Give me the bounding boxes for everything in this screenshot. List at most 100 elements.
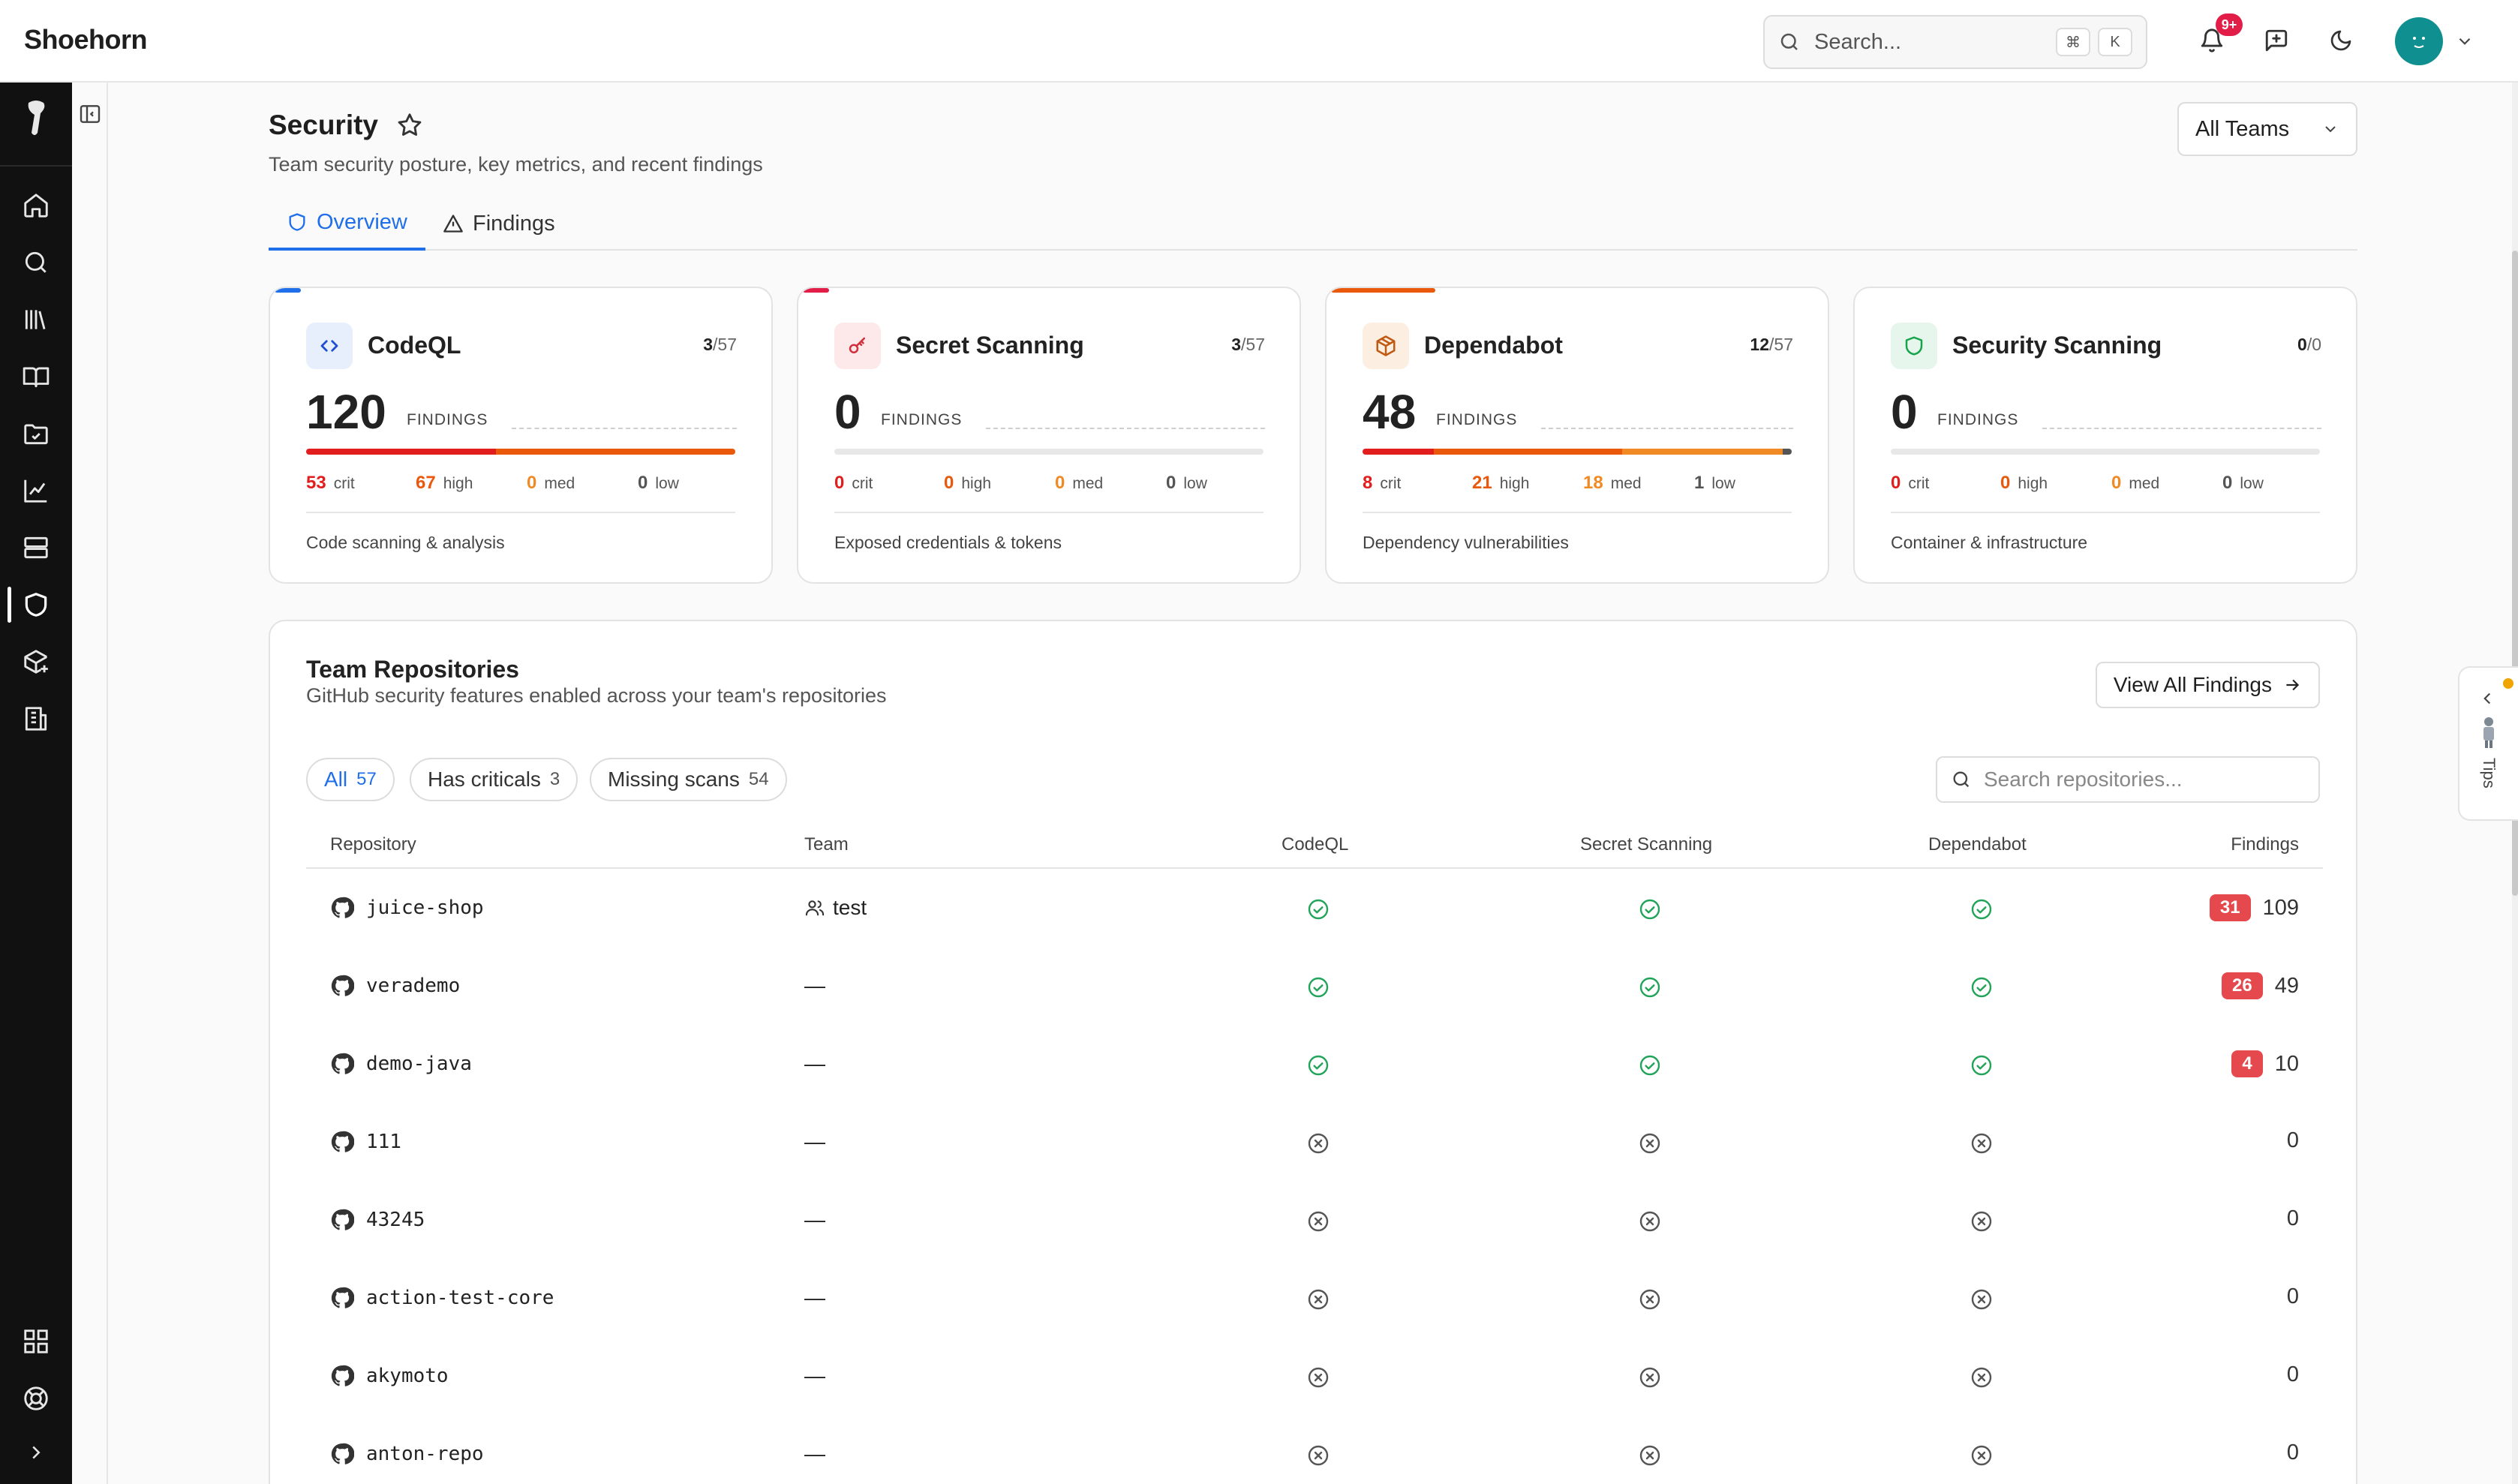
table-row[interactable]: verademo — 26 49 xyxy=(306,948,2323,1026)
team-name: test xyxy=(833,896,867,919)
repo-name-cell[interactable]: 43245 xyxy=(330,1208,425,1232)
total-findings: 0 xyxy=(2286,1440,2299,1464)
critical-count-badge: 4 xyxy=(2231,1050,2263,1077)
logo-icon[interactable] xyxy=(14,96,59,141)
search-icon[interactable] xyxy=(18,245,54,281)
column-header[interactable]: Team xyxy=(804,834,849,855)
column-header[interactable]: CodeQL xyxy=(1282,834,1349,855)
search-icon xyxy=(1951,769,1972,790)
severity-count: 21 xyxy=(1472,473,1492,493)
chip-count: 57 xyxy=(356,769,377,789)
star-icon[interactable] xyxy=(395,111,424,140)
check-circle-icon xyxy=(1638,897,1662,921)
building-icon[interactable] xyxy=(18,701,54,737)
shield-icon[interactable] xyxy=(18,587,54,623)
severity-bar xyxy=(1891,449,2320,455)
search-placeholder: Search repositories... xyxy=(1984,768,2183,791)
github-icon xyxy=(330,1208,354,1232)
findings-cell[interactable]: 0 xyxy=(2287,1440,2299,1465)
team-select[interactable]: All Teams xyxy=(2177,102,2357,156)
tab-findings[interactable]: Findings xyxy=(425,197,573,251)
x-circle-icon xyxy=(1970,1287,1994,1311)
repo-name-cell[interactable]: anton-repo xyxy=(330,1442,484,1466)
x-circle-icon xyxy=(1306,1131,1330,1155)
home-icon[interactable] xyxy=(18,188,54,224)
coverage-accent xyxy=(275,288,301,293)
server-icon[interactable] xyxy=(18,530,54,566)
tab-overview[interactable]: Overview xyxy=(269,197,425,251)
tips-panel-tab[interactable]: Tips xyxy=(2458,666,2518,821)
filter-chip-has-criticals[interactable]: Has criticals 3 xyxy=(410,758,578,801)
shortcut-k: K xyxy=(2098,28,2132,56)
severity-low: 0 low xyxy=(2222,473,2264,494)
feedback-icon[interactable] xyxy=(2258,23,2294,59)
repo-name-cell[interactable]: verademo xyxy=(330,974,460,998)
severity-count: 0 xyxy=(1055,473,1065,493)
findings-cell[interactable]: 0 xyxy=(2287,1128,2299,1153)
repo-name-cell[interactable]: 111 xyxy=(330,1130,401,1154)
mascot-icon xyxy=(2479,716,2498,750)
findings-cell[interactable]: 0 xyxy=(2287,1206,2299,1231)
chart-icon[interactable] xyxy=(18,473,54,509)
library-icon[interactable] xyxy=(18,302,54,338)
scanner-name: Security Scanning xyxy=(1952,332,2162,359)
scanner-name: Dependabot xyxy=(1424,332,1563,359)
repo-name: juice-shop xyxy=(366,897,484,919)
coverage-total: /57 xyxy=(1241,335,1265,354)
bell-icon[interactable] xyxy=(2194,23,2230,59)
column-header[interactable]: Dependabot xyxy=(1928,834,2027,855)
x-circle-icon xyxy=(1638,1287,1662,1311)
global-search[interactable]: Search... ⌘ K xyxy=(1763,15,2147,69)
findings-cell[interactable]: 31 109 xyxy=(2209,894,2299,921)
table-row[interactable]: action-test-core — 0 xyxy=(306,1260,2323,1338)
table-row[interactable]: anton-repo — 0 xyxy=(306,1416,2323,1484)
table-row[interactable]: akymoto — 0 xyxy=(306,1338,2323,1416)
table-row[interactable]: 43245 — 0 xyxy=(306,1182,2323,1260)
repo-name-cell[interactable]: demo-java xyxy=(330,1052,472,1076)
team-name: — xyxy=(804,1052,825,1075)
findings-cell[interactable]: 4 10 xyxy=(2231,1050,2299,1077)
secret-scanning-card[interactable]: Secret Scanning 3/57 0 FINDINGS 0 crit 0 high 0 m… xyxy=(797,287,1301,584)
repo-search-input[interactable]: Search repositories... xyxy=(1936,756,2320,803)
search-placeholder: Search... xyxy=(1814,29,1902,54)
findings-cell[interactable]: 0 xyxy=(2287,1362,2299,1387)
sparkline-placeholder xyxy=(2042,428,2321,429)
sidebar-toggle-icon[interactable] xyxy=(78,102,102,126)
chevron-down-icon[interactable] xyxy=(2455,32,2474,51)
filter-chip-all[interactable]: All 57 xyxy=(306,758,395,801)
view-all-findings-button[interactable]: View All Findings xyxy=(2095,662,2320,708)
expand-icon[interactable] xyxy=(18,1434,54,1470)
avatar[interactable] xyxy=(2395,17,2443,65)
findings-cell[interactable]: 0 xyxy=(2287,1284,2299,1309)
codeql-card[interactable]: CodeQL 3/57 120 FINDINGS 53 crit 67 high 0 med 0 lo… xyxy=(269,287,773,584)
repo-name-cell[interactable]: juice-shop xyxy=(330,896,484,920)
book-icon[interactable] xyxy=(18,359,54,395)
team-cell[interactable]: test xyxy=(804,896,867,920)
coverage-count: 12 xyxy=(1750,335,1770,354)
app-name[interactable]: Shoehorn xyxy=(24,24,148,55)
table-row[interactable]: juice-shop test 31 109 xyxy=(306,870,2323,948)
table-row[interactable]: demo-java — 4 10 xyxy=(306,1026,2323,1104)
findings-cell[interactable]: 26 49 xyxy=(2222,972,2299,999)
findings-count: 120 xyxy=(306,385,386,439)
column-header[interactable]: Repository xyxy=(330,834,416,855)
warning-icon xyxy=(443,213,464,234)
help-icon[interactable] xyxy=(18,1380,54,1416)
security-scanning-card[interactable]: Security Scanning 0/0 0 FINDINGS 0 crit 0 high 0… xyxy=(1853,287,2357,584)
dependabot-card[interactable]: Dependabot 12/57 48 FINDINGS 8 crit 21 high 18 me… xyxy=(1325,287,1829,584)
repo-name-cell[interactable]: akymoto xyxy=(330,1364,449,1388)
severity-label: med xyxy=(1072,475,1104,492)
scrollbar-thumb[interactable] xyxy=(2512,251,2518,896)
table-row[interactable]: 111 — 0 xyxy=(306,1104,2323,1182)
grid-icon[interactable] xyxy=(18,1323,54,1359)
column-header[interactable]: Findings xyxy=(2231,834,2299,855)
repo-name-cell[interactable]: action-test-core xyxy=(330,1286,554,1310)
package-plus-icon[interactable] xyxy=(18,644,54,680)
x-circle-icon xyxy=(1638,1131,1662,1155)
folder-check-icon[interactable] xyxy=(18,416,54,452)
column-header[interactable]: Secret Scanning xyxy=(1580,834,1713,855)
repo-name: demo-java xyxy=(366,1053,472,1075)
moon-icon[interactable] xyxy=(2323,23,2359,59)
severity-count: 0 xyxy=(944,473,954,493)
filter-chip-missing-scans[interactable]: Missing scans 54 xyxy=(590,758,787,801)
